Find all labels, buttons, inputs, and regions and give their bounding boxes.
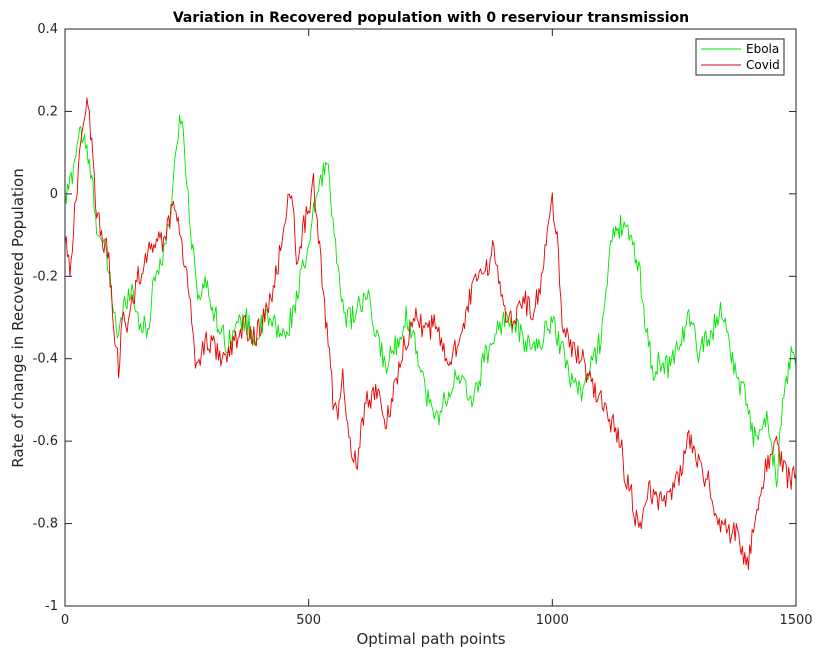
- legend-label-covid: Covid: [746, 58, 780, 72]
- plot-area: 0 500 1000 1500 -1 -0.8 -0.6 -0.4 -0.2 0 0.2 0.4: [33, 22, 813, 628]
- y-tick-label: -0.4: [33, 352, 58, 367]
- x-axis-ticks: 0 500 1000 1500: [61, 29, 813, 628]
- y-axis-ticks: -1 -0.8 -0.6 -0.4 -0.2 0 0.2 0.4: [33, 22, 796, 614]
- series-line-covid: [64, 97, 797, 571]
- y-tick-label: 0: [50, 187, 58, 202]
- y-tick-label: -0.8: [33, 517, 58, 532]
- legend: Ebola Covid: [695, 38, 785, 76]
- x-axis-label: Optimal path points: [356, 630, 505, 648]
- series-layer: [64, 97, 797, 571]
- y-tick-label: 0.2: [37, 104, 58, 119]
- y-tick-label: 0.4: [37, 22, 58, 37]
- y-tick-label: -0.2: [33, 269, 58, 284]
- series-line-ebola: [64, 114, 797, 488]
- legend-box: [695, 38, 785, 76]
- y-tick-label: -1: [45, 599, 58, 614]
- y-tick-label: -0.6: [33, 434, 58, 449]
- x-tick-label: 500: [296, 613, 321, 628]
- x-tick-label: 1000: [536, 613, 569, 628]
- chart-title: Variation in Recovered population with 0…: [173, 10, 689, 26]
- x-tick-label: 0: [61, 613, 69, 628]
- x-tick-label: 1500: [779, 613, 812, 628]
- y-axis-label: Rate of change in Recovered Population: [9, 168, 27, 467]
- legend-label-ebola: Ebola: [746, 42, 779, 56]
- axes-box: [64, 28, 797, 607]
